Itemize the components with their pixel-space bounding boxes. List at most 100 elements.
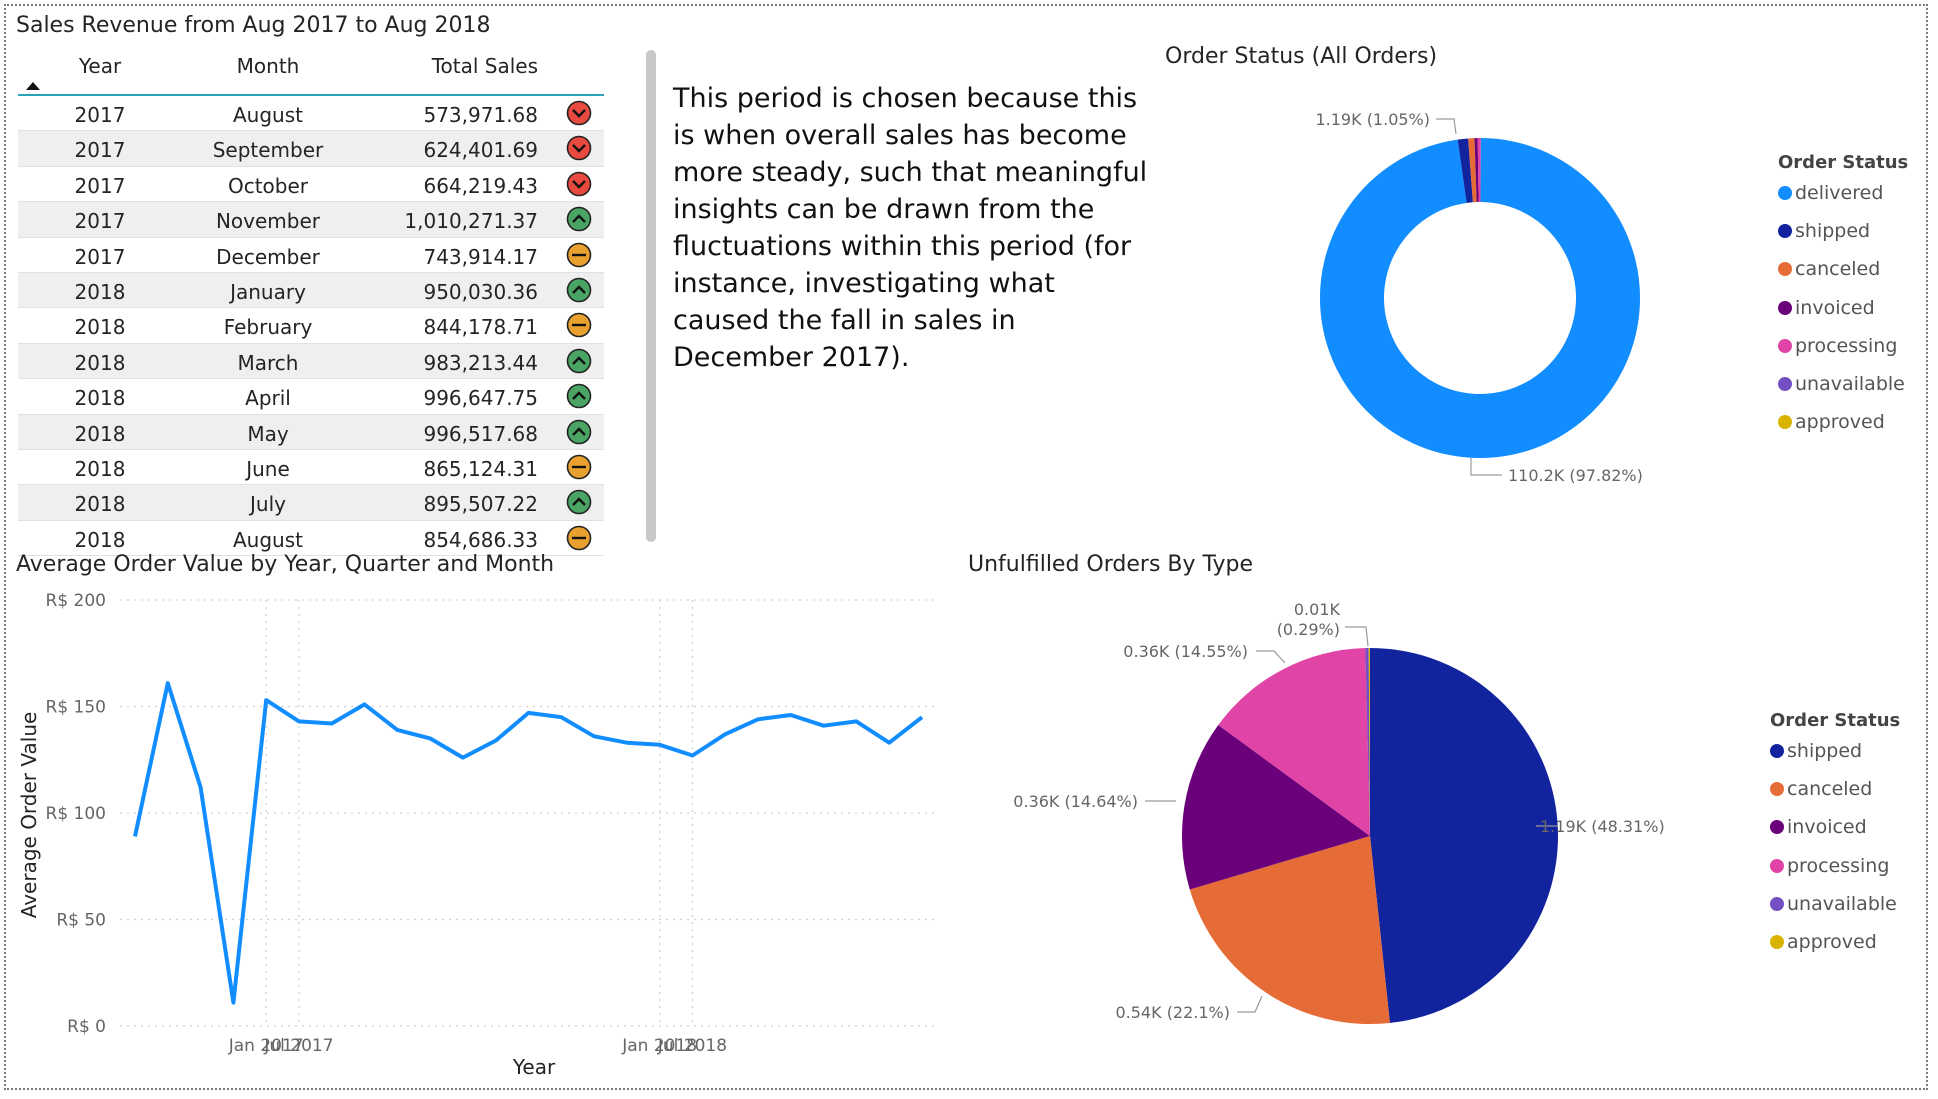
cell-total-sales: 624,401.69 <box>423 138 538 163</box>
legend-label: approved <box>1795 411 1885 434</box>
table-row[interactable]: 2018 April 996,647.75 <box>18 379 604 415</box>
legend-label: invoiced <box>1795 296 1875 319</box>
cell-year: 2018 <box>74 350 126 375</box>
legend-dot-icon <box>1770 744 1784 758</box>
legend-item-processing[interactable]: processing <box>1778 335 1897 357</box>
cell-month: August <box>233 103 303 127</box>
cell-total-sales: 996,647.75 <box>423 386 538 411</box>
table-row[interactable]: 2018 May 996,517.68 <box>18 414 604 450</box>
data-label-canceled: 0.54K (22.1%) <box>1115 1003 1230 1022</box>
table-row[interactable]: 2018 August 854,686.33 <box>18 521 604 557</box>
legend-title: Order Status <box>1770 710 1901 731</box>
line-chart-title: Average Order Value by Year, Quarter and… <box>16 552 555 577</box>
trend-up-icon <box>566 419 592 444</box>
legend-label: delivered <box>1795 182 1884 204</box>
legend-item-unavailable[interactable]: unavailable <box>1770 893 1897 915</box>
trend-flat-icon <box>566 454 592 480</box>
cell-total-sales: 854,686.33 <box>423 527 538 552</box>
y-axis-label: Average Order Value <box>17 712 41 919</box>
cell-month: August <box>233 527 303 552</box>
cell-year: 2018 <box>74 492 126 517</box>
slice-invoiced[interactable] <box>1182 725 1370 890</box>
cell-month: May <box>247 421 289 446</box>
slice-approved[interactable] <box>1368 648 1370 836</box>
table-title: Sales Revenue from Aug 2017 to Aug 2018 <box>16 13 491 38</box>
legend-item-shipped[interactable]: shipped <box>1770 740 1862 762</box>
legend-item-approved[interactable]: approved <box>1770 931 1877 953</box>
legend-label: canceled <box>1795 258 1881 281</box>
header-year[interactable]: Year <box>78 54 122 78</box>
header-total-sales[interactable]: Total Sales <box>431 54 538 78</box>
cell-total-sales: 1,010,271.37 <box>404 209 538 234</box>
slice-invoiced[interactable] <box>1474 138 1479 203</box>
leader-line <box>1237 995 1263 1013</box>
data-label-delivered: 110.2K (97.82%) <box>1508 466 1643 485</box>
cell-year: 2018 <box>74 456 126 481</box>
trend-down-icon <box>566 171 592 197</box>
pie-chart-title: Unfulfilled Orders By Type <box>968 552 1254 577</box>
table-row[interactable]: 2018 March 983,213.44 <box>18 343 604 380</box>
data-label-processing: 0.36K (14.55%) <box>1123 642 1248 661</box>
legend-item-canceled[interactable]: canceled <box>1770 778 1872 800</box>
table-row[interactable]: 2017 October 664,219.43 <box>18 167 604 203</box>
legend-item-delivered[interactable]: delivered <box>1778 182 1883 204</box>
y-tick-label: R$ 50 <box>56 911 106 931</box>
slice-shipped[interactable] <box>1457 138 1473 203</box>
data-label-unavailable-pct: (0.29%) <box>1277 620 1340 639</box>
trend-flat-icon <box>566 242 592 267</box>
leader-line <box>1436 118 1457 135</box>
legend-title: Order Status <box>1778 152 1909 173</box>
slice-canceled[interactable] <box>1468 138 1477 203</box>
cell-total-sales: 844,178.71 <box>423 315 538 340</box>
table-row[interactable]: 2017 December 743,914.17 <box>18 238 604 273</box>
header-month[interactable]: Month <box>236 54 300 78</box>
legend-item-canceled[interactable]: canceled <box>1778 258 1880 280</box>
slice-canceled[interactable] <box>1189 836 1390 1024</box>
legend-item-unavailable[interactable]: unavailable <box>1778 373 1905 395</box>
trend-up-icon <box>566 489 592 515</box>
data-label-shipped: 1.19K (1.05%) <box>1315 110 1430 129</box>
y-tick-label: R$ 0 <box>67 1017 106 1037</box>
cell-month: July <box>250 492 286 517</box>
pie-chart: 1.19K (48.31%) 0.54K (22.1%) 0.36K (14.6… <box>1013 600 1665 1024</box>
x-axis-label: Year <box>512 1055 556 1079</box>
legend-dot-icon <box>1770 820 1784 835</box>
cell-year: 2017 <box>74 209 126 234</box>
slice-processing[interactable] <box>1218 648 1370 836</box>
table-row[interactable]: 2018 July 895,507.22 <box>18 485 604 521</box>
cell-total-sales: 573,971.68 <box>423 103 538 127</box>
table-row[interactable]: 2018 June 865,124.31 <box>18 450 604 486</box>
cell-year: 2017 <box>74 103 126 127</box>
sort-ascending-icon[interactable] <box>26 82 40 90</box>
scrollbar[interactable] <box>646 50 656 542</box>
leader-line <box>1470 458 1502 476</box>
legend-item-approved[interactable]: approved <box>1778 411 1885 433</box>
table-header: Year Month Total Sales <box>18 48 604 96</box>
y-tick-label: R$ 150 <box>46 698 106 718</box>
legend-label: processing <box>1787 854 1890 877</box>
legend-dot-icon <box>1770 858 1784 873</box>
table-row[interactable]: 2017 November 1,010,271.37 <box>18 202 604 238</box>
table-row[interactable]: 2017 August 573,971.68 <box>18 96 604 132</box>
table-row[interactable]: 2018 January 950,030.36 <box>18 272 604 309</box>
legend-dot-icon <box>1770 896 1784 911</box>
legend-item-invoiced[interactable]: invoiced <box>1778 297 1875 319</box>
cell-total-sales: 895,507.22 <box>423 492 538 517</box>
table-row[interactable]: 2017 September 624,401.69 <box>18 131 604 167</box>
cell-year: 2017 <box>74 138 126 163</box>
legend-item-invoiced[interactable]: invoiced <box>1770 816 1867 838</box>
legend-dot-icon <box>1770 935 1784 949</box>
slice-delivered[interactable] <box>1320 138 1640 458</box>
cell-year: 2018 <box>74 386 126 411</box>
table-row[interactable]: 2018 February 844,178.71 <box>18 308 604 344</box>
legend-item-shipped[interactable]: shipped <box>1778 220 1870 242</box>
trend-up-icon <box>566 206 592 232</box>
leader-line <box>1345 626 1369 647</box>
slice-processing[interactable] <box>1477 138 1481 203</box>
cell-total-sales: 950,030.36 <box>423 279 538 304</box>
legend-label: canceled <box>1787 778 1873 801</box>
slice-shipped[interactable] <box>1370 648 1558 1023</box>
data-label-invoiced: 0.36K (14.64%) <box>1013 792 1138 811</box>
slice-unavailable[interactable] <box>1365 648 1370 836</box>
legend-item-processing[interactable]: processing <box>1770 855 1889 877</box>
